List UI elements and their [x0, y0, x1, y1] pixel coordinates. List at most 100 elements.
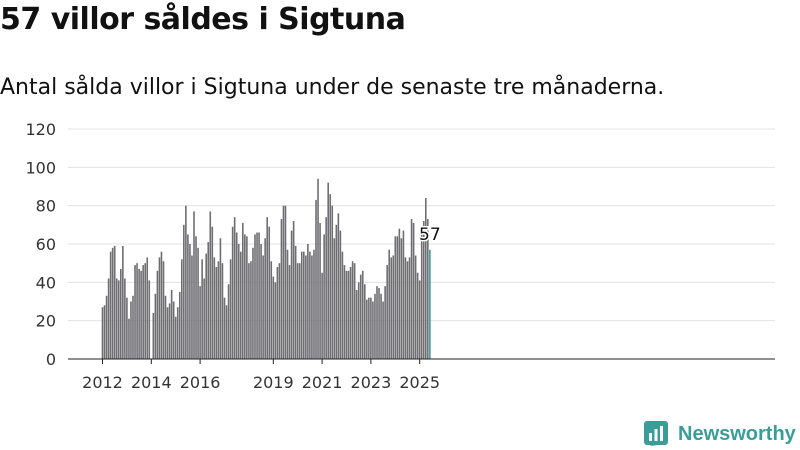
x-tick-label: 2016 — [180, 373, 221, 392]
bar — [386, 265, 388, 359]
y-tick-label: 0 — [46, 350, 56, 369]
bar — [268, 226, 271, 359]
y-tick-label: 80 — [36, 197, 56, 216]
bar — [305, 255, 307, 359]
bar — [252, 247, 254, 359]
bar — [113, 245, 116, 359]
bar — [122, 245, 124, 359]
bar — [276, 267, 279, 359]
bar — [107, 278, 110, 359]
bar — [223, 297, 226, 359]
bar — [237, 244, 240, 359]
bar — [203, 278, 205, 359]
bar — [105, 295, 108, 359]
bar — [420, 226, 423, 359]
x-tick-label: 2019 — [253, 373, 294, 392]
bar — [414, 255, 417, 359]
bar — [197, 247, 199, 359]
bar — [323, 234, 325, 359]
bar — [235, 232, 238, 359]
newsworthy-logo[interactable]: Newsworthy — [644, 419, 796, 449]
bar — [191, 255, 193, 359]
bar — [329, 194, 332, 359]
bar — [300, 251, 303, 359]
bar — [368, 297, 370, 359]
bar — [136, 263, 138, 359]
bar — [288, 265, 291, 359]
bar — [183, 224, 185, 359]
bar — [296, 263, 299, 359]
bar — [146, 257, 149, 359]
bar — [372, 301, 374, 359]
bar — [217, 261, 220, 359]
bar — [215, 267, 218, 359]
bar — [262, 255, 264, 359]
bar — [392, 255, 395, 359]
bar — [270, 261, 273, 359]
bar — [117, 280, 120, 359]
x-tick-label: 2012 — [82, 373, 123, 392]
bar — [361, 270, 364, 359]
bar — [272, 276, 275, 359]
bar — [404, 257, 407, 359]
bar — [229, 259, 232, 359]
bar — [317, 178, 319, 359]
bar — [331, 205, 334, 359]
bar — [170, 290, 173, 359]
bar — [115, 278, 118, 359]
bar — [351, 261, 354, 359]
bar — [205, 253, 207, 359]
bar — [398, 228, 401, 359]
bar — [258, 232, 260, 359]
bar — [140, 270, 142, 359]
bar — [422, 221, 425, 359]
bar — [353, 263, 356, 359]
bar — [156, 270, 159, 359]
bar — [201, 259, 203, 359]
bar — [227, 284, 230, 359]
bar — [154, 293, 157, 359]
y-tick-label: 40 — [36, 273, 56, 292]
bar — [152, 313, 155, 359]
bar — [221, 263, 224, 359]
bar — [309, 251, 311, 359]
bar — [337, 213, 340, 359]
bar — [142, 265, 144, 359]
bar — [284, 205, 287, 359]
x-tick-label: 2014 — [131, 373, 172, 392]
chart-subtitle: Antal sålda villor i Sigtuna under de se… — [0, 75, 665, 100]
bar — [160, 251, 163, 359]
bar — [402, 230, 405, 359]
bar — [274, 282, 277, 359]
bar — [144, 263, 146, 359]
bar — [290, 230, 293, 359]
bar — [412, 222, 415, 359]
bar — [119, 268, 122, 359]
bar — [244, 234, 246, 359]
bar — [168, 303, 171, 359]
x-tick-label: 2025 — [399, 373, 440, 392]
bar — [260, 244, 262, 359]
bar — [219, 238, 222, 359]
bar — [378, 288, 380, 359]
bar — [302, 251, 305, 359]
bar — [313, 249, 315, 359]
bar — [376, 286, 378, 359]
bar — [418, 280, 421, 359]
bar — [307, 244, 309, 359]
bar — [292, 221, 295, 359]
bar — [101, 307, 104, 359]
bar — [248, 263, 250, 359]
bar — [128, 318, 130, 359]
bar — [199, 286, 201, 359]
bar — [363, 284, 366, 359]
bar — [195, 236, 197, 359]
bar — [148, 280, 151, 359]
bar — [390, 257, 393, 359]
bar — [193, 211, 195, 359]
bar — [207, 242, 210, 359]
bar — [394, 236, 397, 359]
y-axis-ticks: 0 20 40 60 80 100 120 — [25, 120, 56, 369]
bar — [341, 251, 344, 359]
bar — [388, 249, 390, 359]
